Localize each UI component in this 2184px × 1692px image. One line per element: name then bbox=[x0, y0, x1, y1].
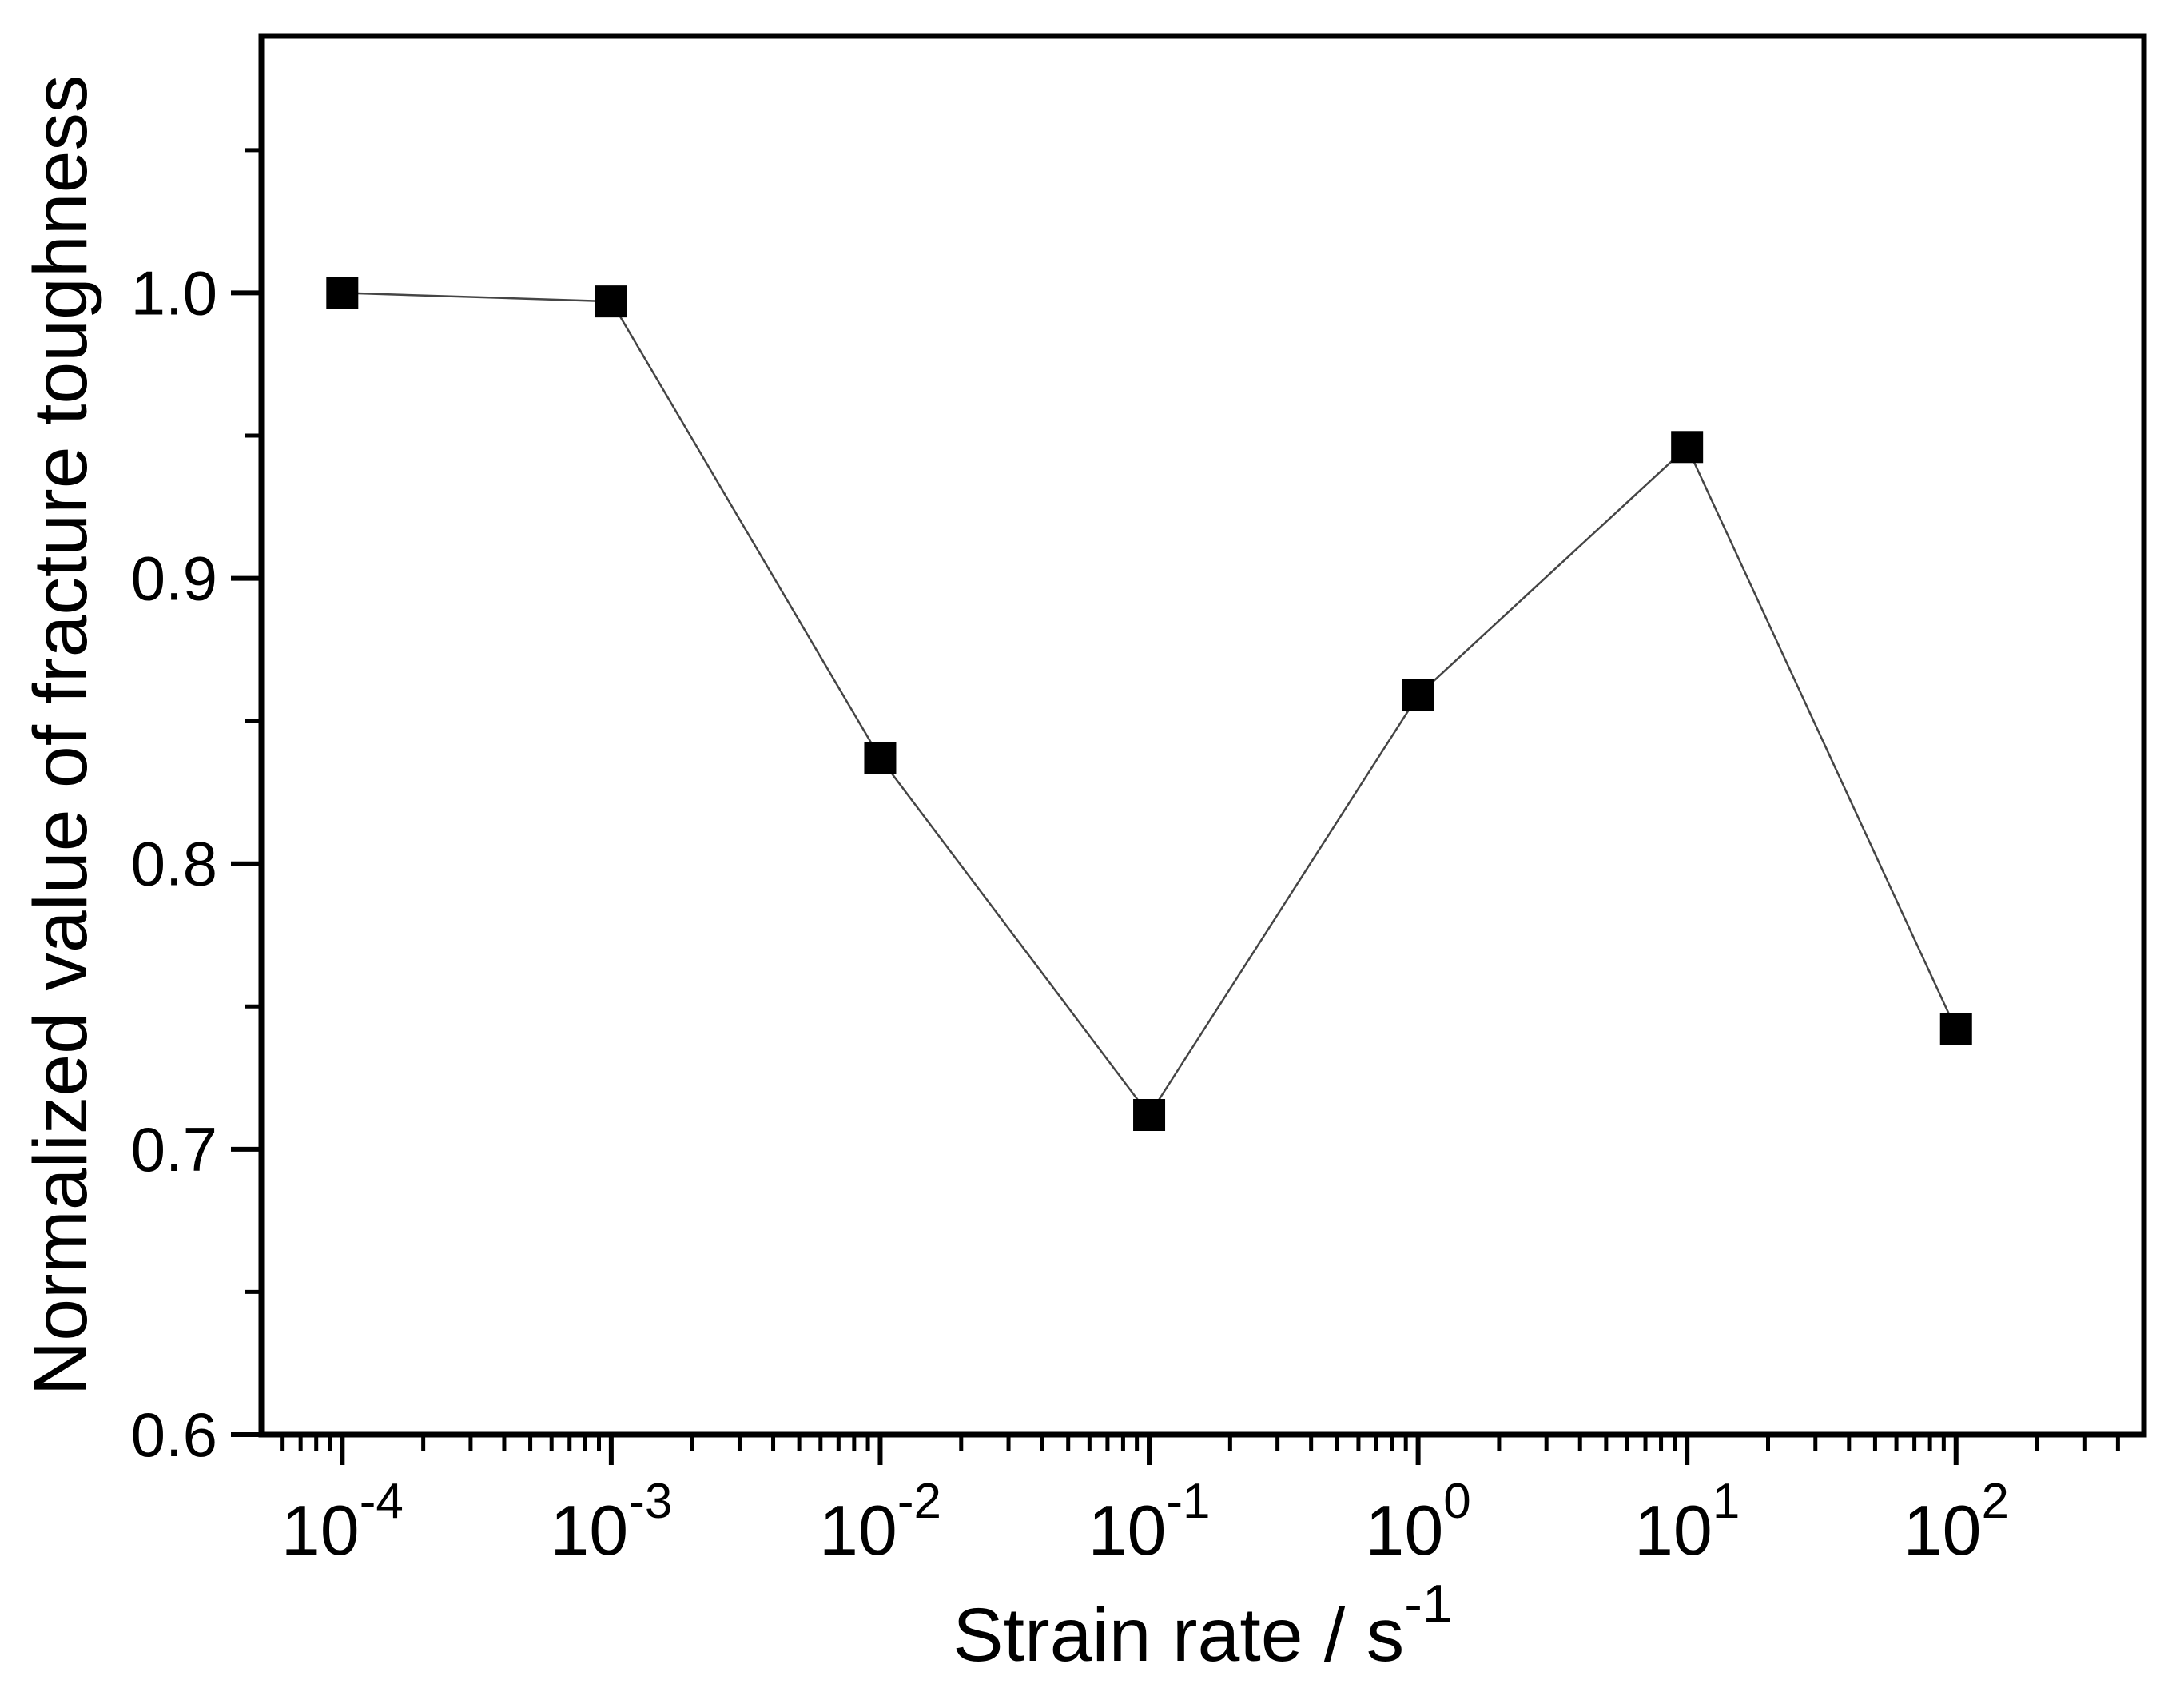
data-point-marker bbox=[1133, 1099, 1166, 1131]
y-axis-tick-label: 0.7 bbox=[131, 1114, 217, 1184]
y-axis-tick-label: 1.0 bbox=[131, 257, 217, 328]
x-axis-tick-label: 10-4 bbox=[281, 1474, 404, 1570]
data-point-marker bbox=[1939, 1013, 1972, 1045]
data-point-marker bbox=[1671, 431, 1704, 464]
x-axis-tick-label: 10-2 bbox=[819, 1474, 941, 1570]
y-axis-tick-label: 0.9 bbox=[131, 543, 217, 614]
data-point-marker bbox=[326, 277, 359, 309]
data-point-marker bbox=[595, 285, 627, 318]
data-point-marker bbox=[864, 742, 897, 774]
x-axis-tick-label: 10-3 bbox=[550, 1474, 672, 1570]
x-axis-title: Strain rate / s-1 bbox=[953, 1574, 1452, 1678]
y-axis-title: Normalized value of fracture toughness bbox=[18, 75, 103, 1396]
y-axis-tick-label: 0.6 bbox=[131, 1399, 217, 1470]
x-axis-tick-label: 10-1 bbox=[1088, 1474, 1211, 1570]
plot-frame bbox=[258, 33, 2147, 1438]
y-axis-tick-label: 0.8 bbox=[131, 829, 217, 899]
x-axis-tick-label: 102 bbox=[1904, 1474, 2009, 1570]
x-axis-tick-label: 100 bbox=[1365, 1474, 1470, 1570]
data-point-marker bbox=[1402, 679, 1434, 711]
x-axis-tick-label: 101 bbox=[1634, 1474, 1740, 1570]
